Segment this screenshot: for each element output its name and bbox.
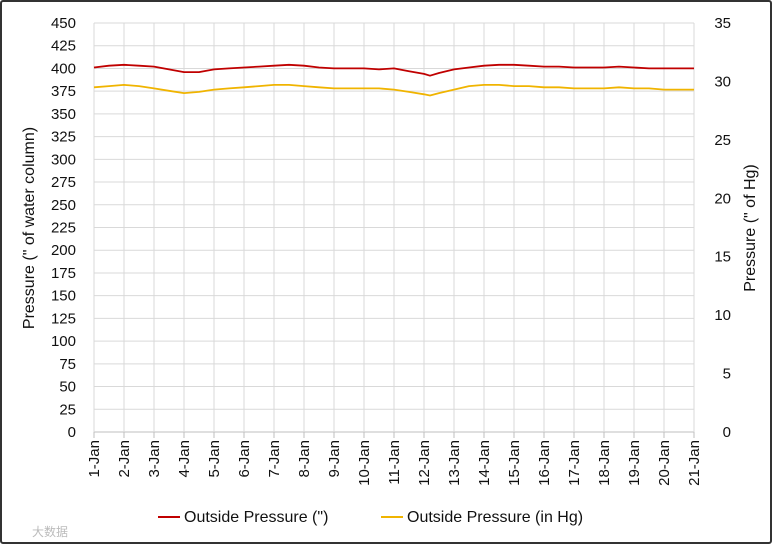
right-axis-title: Pressure (" of Hg) [742, 164, 759, 292]
x-tick-label: 15-Jan [506, 440, 523, 486]
left-tick-label: 250 [51, 197, 76, 214]
left-tick-label: 425 [51, 38, 76, 55]
x-tick-label: 16-Jan [536, 440, 553, 486]
x-tick-label: 7-Jan [266, 440, 283, 478]
x-tick-label: 6-Jan [236, 440, 253, 478]
right-tick-label: 0 [723, 424, 731, 441]
right-tick-label: 15 [714, 249, 731, 266]
right-tick-label: 30 [714, 73, 731, 90]
left-tick-label: 375 [51, 83, 76, 100]
x-tick-label: 14-Jan [476, 440, 493, 486]
left-axis-title: Pressure (" of water column) [21, 127, 38, 329]
x-tick-label: 19-Jan [626, 440, 643, 486]
series-line-1 [93, 84, 694, 97]
x-tick-label: 1-Jan [86, 440, 103, 478]
left-tick-label: 50 [59, 379, 76, 396]
x-tick-label: 17-Jan [566, 440, 583, 486]
legend-label-outside-pressure-hg: Outside Pressure (in Hg) [407, 509, 583, 526]
legend: Outside Pressure (") Outside Pressure (i… [158, 509, 583, 526]
x-tick-label: 13-Jan [446, 440, 463, 486]
x-tick-label: 11-Jan [386, 440, 403, 485]
x-tick-label: 3-Jan [146, 440, 163, 478]
left-tick-label: 75 [59, 356, 76, 373]
left-tick-label: 300 [51, 151, 76, 168]
left-tick-label: 0 [68, 424, 76, 441]
left-tick-label: 100 [51, 333, 76, 350]
x-tick-label: 12-Jan [416, 440, 433, 486]
x-tick-label: 18-Jan [596, 440, 613, 486]
series-line-0 [93, 63, 694, 77]
left-tick-label: 225 [51, 220, 76, 237]
series-lines [93, 63, 694, 97]
x-tick-label: 5-Jan [206, 440, 223, 478]
x-tick-label: 10-Jan [356, 440, 373, 486]
right-tick-label: 20 [714, 190, 731, 207]
right-tick-label: 35 [714, 15, 731, 32]
x-axis-ticks: 1-Jan 2-Jan 3-Jan 4-Jan 5-Jan 6-Jan 7-Jan 8-Jan… [86, 440, 703, 486]
x-tick-label: 9-Jan [326, 440, 343, 478]
left-tick-label: 325 [51, 129, 76, 146]
left-tick-label: 150 [51, 288, 76, 305]
x-tick-label: 21-Jan [686, 440, 703, 486]
left-tick-label: 25 [59, 401, 76, 418]
left-tick-label: 350 [51, 106, 76, 123]
right-tick-label: 25 [714, 132, 731, 149]
left-axis-ticks: 0 25 50 75 100 125 150 175 200 225 250 275 300 325 350… [51, 15, 76, 441]
left-tick-label: 200 [51, 242, 76, 259]
x-tick-label: 2-Jan [116, 440, 133, 478]
right-tick-label: 10 [714, 307, 731, 324]
left-tick-label: 175 [51, 265, 76, 282]
left-tick-label: 275 [51, 174, 76, 191]
x-tick-label: 4-Jan [176, 440, 193, 478]
watermark: 大数据 [32, 524, 68, 539]
x-tick-label: 20-Jan [656, 440, 673, 486]
left-tick-label: 400 [51, 60, 76, 77]
x-tick-label: 8-Jan [296, 440, 313, 478]
left-tick-label: 450 [51, 15, 76, 32]
legend-label-outside-pressure-inches: Outside Pressure (") [184, 509, 328, 526]
right-tick-label: 5 [723, 366, 731, 383]
gridlines [93, 22, 695, 438]
right-axis-ticks: 0 5 10 15 20 25 30 35 [714, 15, 731, 441]
left-tick-label: 125 [51, 310, 76, 327]
